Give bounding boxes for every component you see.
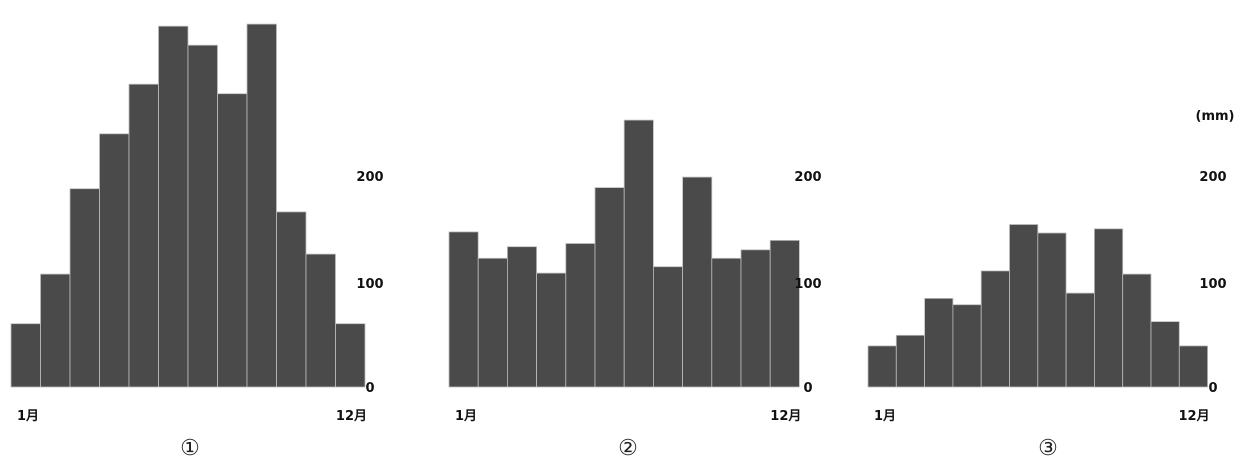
chart-3-bar-11: [1150, 321, 1180, 388]
chart-3-ytick-200: 200: [1199, 170, 1226, 185]
chart-1-ytick-0: 0: [365, 381, 374, 396]
chart-2-x-start-label: 1月: [455, 409, 477, 424]
chart-1-bar-2: [40, 273, 71, 388]
chart-3-bar-5: [980, 270, 1010, 388]
chart-2-x-end-label: 12月: [770, 409, 801, 424]
chart-2-bar-7: [623, 119, 654, 388]
chart-2-bar-3: [506, 246, 537, 388]
chart-3-x-end-label: 12月: [1179, 409, 1210, 424]
chart-1-ytick-200: 200: [356, 170, 383, 185]
chart-1-ytick-100: 100: [356, 277, 383, 292]
chart-2-bar-12: [769, 239, 800, 388]
chart-3-bar-2: [895, 334, 925, 388]
chart-3-bar-7: [1037, 232, 1067, 388]
chart-1-bar-7: [187, 44, 218, 388]
chart-2-ytick-100: 100: [794, 277, 821, 292]
chart-3-bar-6: [1009, 224, 1039, 388]
chart-2-bar-6: [594, 187, 625, 388]
chart-3-bar-3: [924, 297, 954, 388]
chart-2-bar-1: [448, 231, 479, 388]
chart-1-bar-1: [10, 323, 41, 388]
chart-2-bar-2: [477, 257, 508, 388]
chart-1-bar-9: [246, 23, 277, 388]
chart-1-x-end-label: 12月: [336, 409, 367, 424]
chart-1-bar-5: [128, 83, 159, 388]
chart-2-bar-4: [536, 272, 567, 388]
chart-1-x-start-label: 1月: [17, 409, 39, 424]
chart-3-bar-12: [1178, 345, 1209, 388]
chart-1-bar-11: [305, 253, 336, 388]
chart-1-bar-3: [69, 188, 100, 388]
chart-3-bar-1: [867, 345, 897, 388]
chart-2-bar-10: [711, 257, 742, 388]
chart-2-ytick-0: 0: [803, 381, 812, 396]
chart-3-ytick-0: 0: [1208, 381, 1217, 396]
chart-3-panel-label: ③: [1038, 436, 1058, 461]
chart-3-bar-8: [1065, 292, 1095, 388]
chart-3-bar-9: [1094, 228, 1124, 388]
chart-1-bar-6: [158, 25, 189, 388]
chart-3-ytick-100: 100: [1199, 277, 1226, 292]
chart-2-panel-label: ②: [618, 436, 638, 461]
chart-3-x-start-label: 1月: [874, 409, 896, 424]
chart-3-bar-10: [1122, 273, 1152, 388]
chart-1-bar-8: [217, 93, 248, 388]
chart-2-ytick-200: 200: [794, 170, 821, 185]
chart-2-bar-9: [682, 176, 713, 388]
chart-1-bar-10: [276, 211, 307, 388]
chart-2-bar-5: [565, 243, 596, 388]
chart-1-panel-label: ①: [180, 436, 200, 461]
chart-3-bar-4: [952, 304, 982, 388]
chart-2-bar-8: [653, 266, 684, 388]
chart-1-bar-12: [335, 323, 366, 388]
chart-2-bar-11: [740, 249, 771, 388]
chart-3-unit-label: (mm): [1196, 109, 1235, 124]
chart-1-bar-4: [99, 133, 130, 388]
